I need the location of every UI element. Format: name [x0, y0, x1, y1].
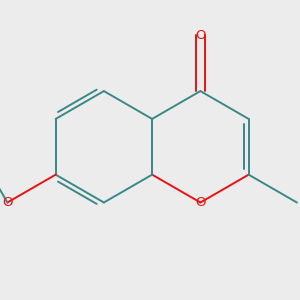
Text: O: O: [195, 196, 206, 209]
Text: O: O: [195, 29, 206, 42]
Text: O: O: [2, 196, 13, 209]
